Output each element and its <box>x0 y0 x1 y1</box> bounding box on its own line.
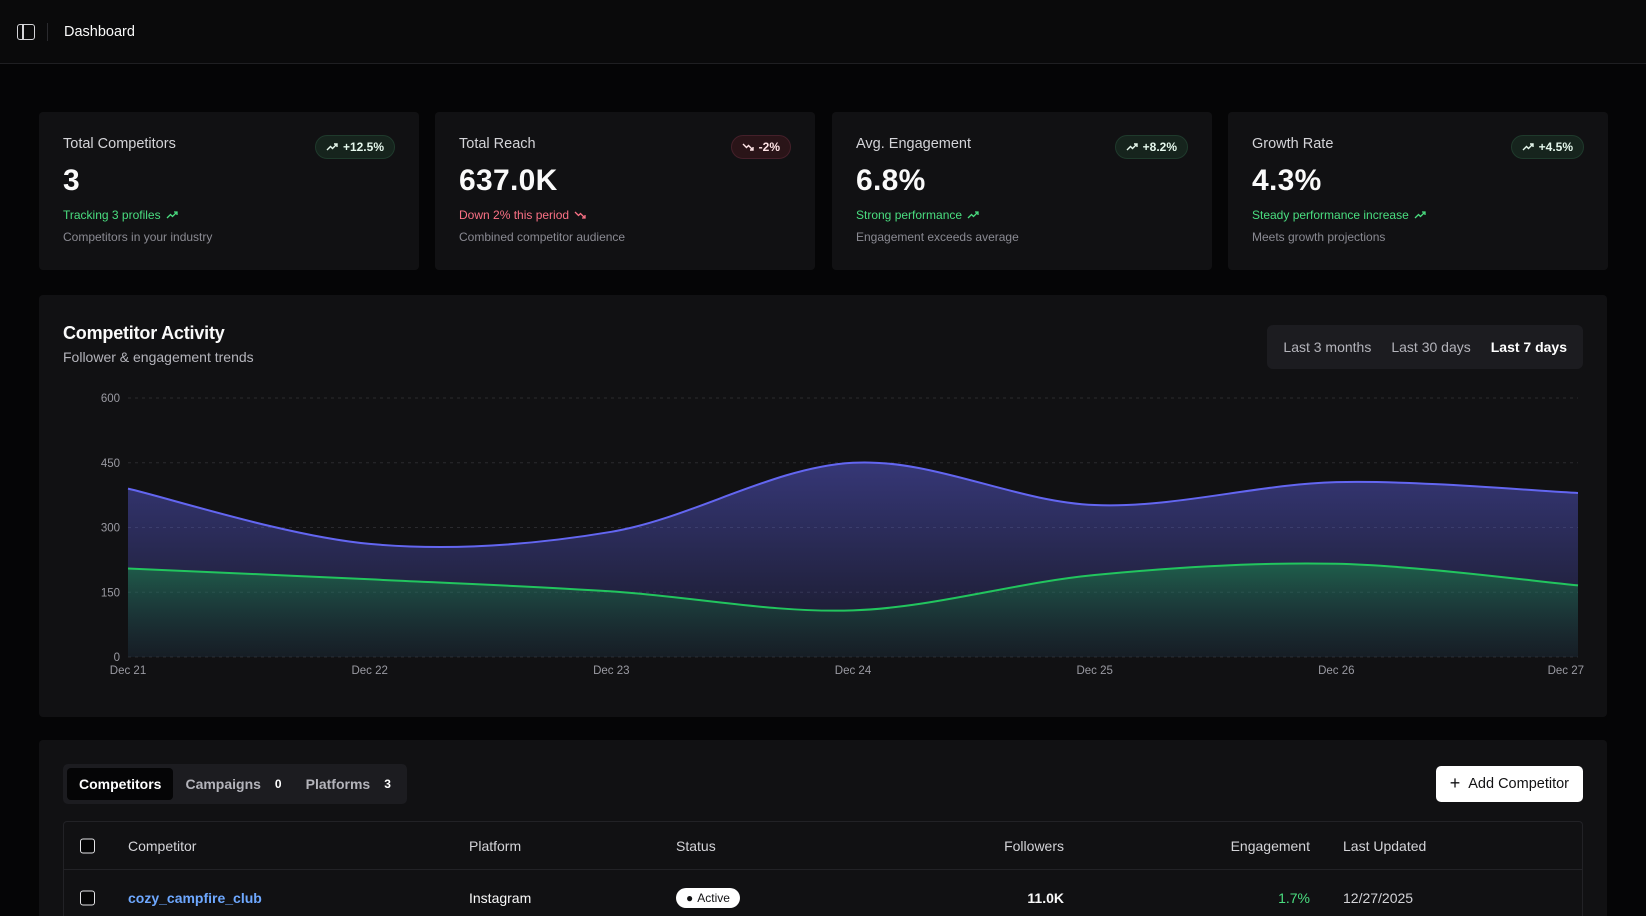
trending-up-icon <box>1522 143 1534 151</box>
table-row[interactable]: cozy_campfire_club Instagram ● Active 11… <box>64 870 1582 916</box>
y-tick-label: 450 <box>101 458 120 470</box>
tab-competitors[interactable]: Competitors <box>67 768 174 800</box>
stat-trend-text: Down 2% this period <box>459 208 570 222</box>
header-engagement[interactable]: Engagement <box>1230 837 1310 854</box>
tab-label: Platforms <box>305 776 371 792</box>
top-bar: Dashboard <box>0 0 1646 64</box>
stat-label: Total Competitors <box>63 136 176 152</box>
range-last-30-days[interactable]: Last 30 days <box>1391 339 1471 355</box>
competitor-last-updated: 12/27/2025 <box>1343 889 1414 906</box>
stat-subtext: Combined competitor audience <box>459 230 626 244</box>
series-line-1 <box>127 562 1579 612</box>
range-last-3-months[interactable]: Last 3 months <box>1283 339 1372 355</box>
y-tick-label: 150 <box>101 587 120 599</box>
stat-trend-text: Tracking 3 profiles <box>63 208 161 222</box>
trending-down-icon <box>574 211 586 219</box>
stat-card-avg-engagement: Avg. Engagement +8.2% 6.8% Strong perfor… <box>832 112 1212 270</box>
y-tick-label: 600 <box>101 393 120 405</box>
select-all-checkbox[interactable] <box>80 838 95 853</box>
stat-trend-text: Steady performance increase <box>1252 208 1409 222</box>
x-tick-label: Dec 27 <box>1548 665 1584 677</box>
stat-value: 4.3% <box>1252 164 1322 197</box>
stat-card-growth-rate: Growth Rate +4.5% 4.3% Steady performanc… <box>1228 112 1608 270</box>
range-last-7-days[interactable]: Last 7 days <box>1490 339 1567 355</box>
stat-label: Avg. Engagement <box>856 136 972 152</box>
add-competitor-button[interactable]: + Add Competitor <box>1435 766 1583 802</box>
activity-title: Competitor Activity <box>63 323 225 343</box>
stat-badge: +12.5% <box>314 135 395 159</box>
tab-label: Competitors <box>79 776 162 792</box>
stat-trend: Strong performance <box>856 208 1188 222</box>
page-title: Dashboard <box>64 23 135 40</box>
status-badge: ● Active <box>676 887 740 908</box>
time-range-selector: Last 3 months Last 30 days Last 7 days <box>1267 325 1583 369</box>
stat-value: 637.0K <box>459 164 558 197</box>
stat-trend-text: Strong performance <box>856 208 963 222</box>
x-tick-label: Dec 22 <box>351 665 387 677</box>
stat-badge-value: +4.5% <box>1538 140 1573 154</box>
series-line-0 <box>127 461 1579 549</box>
competitor-engagement: 1.7% <box>1278 889 1310 906</box>
competitors-table: Competitor Platform Status Followers Eng… <box>63 821 1583 916</box>
stat-badge: +4.5% <box>1510 135 1584 159</box>
table-header-row: Competitor Platform Status Followers Eng… <box>64 822 1582 870</box>
competitor-followers: 11.0K <box>1027 889 1064 906</box>
stat-subtext: Competitors in your industry <box>63 230 213 244</box>
competitor-activity-panel: 0 150 300 450 600 Dec 21 Dec 22 Dec 23 Dec 24 Dec… <box>39 295 1607 717</box>
stat-subtext: Engagement exceeds average <box>856 230 1019 244</box>
stat-badge-value: +12.5% <box>342 140 384 154</box>
status-text: Active <box>697 890 730 905</box>
trending-up-icon <box>326 143 338 151</box>
stat-trend: Tracking 3 profiles <box>63 208 395 222</box>
stat-value: 6.8% <box>856 164 926 197</box>
stat-subtext: Meets growth projections <box>1252 230 1386 244</box>
tab-platforms[interactable]: Platforms 3 <box>294 768 403 800</box>
stat-label: Total Reach <box>459 136 536 152</box>
competitor-platform: Instagram <box>469 889 532 906</box>
stat-card-total-competitors: Total Competitors +12.5% 3 Tracking 3 pr… <box>39 112 419 270</box>
plus-icon: + <box>1449 773 1461 793</box>
sidebar-toggle-icon[interactable] <box>17 23 35 40</box>
stat-trend: Down 2% this period <box>459 208 791 222</box>
tab-campaigns[interactable]: Campaigns 0 <box>173 768 293 800</box>
stat-badge: +8.2% <box>1114 135 1188 159</box>
series-area-1 <box>128 563 1578 657</box>
stat-badge-value: -2% <box>758 140 780 154</box>
header-competitor[interactable]: Competitor <box>128 837 197 854</box>
trending-up-icon <box>166 211 178 219</box>
competitors-table-panel: Competitors Campaigns 0 Platforms 3 + Ad… <box>39 740 1607 916</box>
status-dot-icon: ● <box>686 890 694 905</box>
add-competitor-label: Add Competitor <box>1468 776 1569 792</box>
stat-card-total-reach: Total Reach -2% 637.0K Down 2% this peri… <box>435 112 815 270</box>
stat-badge: -2% <box>730 135 791 159</box>
header-platform[interactable]: Platform <box>469 837 522 854</box>
tab-label: Campaigns <box>185 776 261 792</box>
header-last-updated[interactable]: Last Updated <box>1343 837 1427 854</box>
header-status[interactable]: Status <box>676 837 716 854</box>
stat-value: 3 <box>63 164 80 197</box>
trending-down-icon <box>742 143 754 151</box>
tab-count: 3 <box>384 777 391 791</box>
data-tabs: Competitors Campaigns 0 Platforms 3 <box>63 764 407 804</box>
x-tick-label: Dec 24 <box>835 665 872 677</box>
tab-count: 0 <box>274 777 282 791</box>
trending-up-icon <box>1126 143 1138 151</box>
x-tick-label: Dec 26 <box>1318 665 1354 677</box>
trending-up-icon <box>967 211 979 219</box>
stat-badge-value: +8.2% <box>1142 140 1177 154</box>
x-tick-label: Dec 25 <box>1076 665 1112 677</box>
stat-label: Growth Rate <box>1252 136 1334 152</box>
competitor-name-link[interactable]: cozy_campfire_club <box>128 889 262 906</box>
row-checkbox[interactable] <box>80 890 95 905</box>
stat-trend: Steady performance increase <box>1252 208 1584 222</box>
header-divider <box>47 22 48 41</box>
y-tick-label: 300 <box>101 523 120 535</box>
x-tick-label: Dec 23 <box>593 665 629 677</box>
activity-subtitle: Follower & engagement trends <box>63 349 254 365</box>
x-tick-label: Dec 21 <box>110 665 146 677</box>
y-tick-label: 0 <box>114 652 120 664</box>
trending-up-icon <box>1414 211 1426 219</box>
header-followers[interactable]: Followers <box>1004 837 1064 854</box>
activity-chart: 0 150 300 450 600 Dec 21 Dec 22 Dec 23 Dec 24 Dec… <box>101 393 1584 677</box>
